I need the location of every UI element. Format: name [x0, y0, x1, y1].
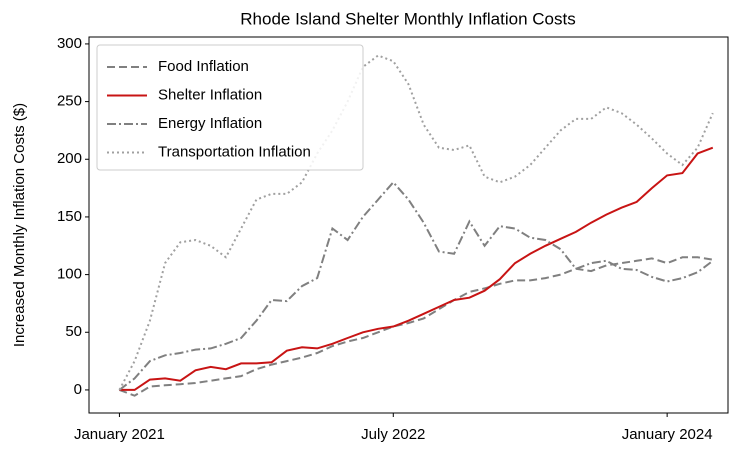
- legend-label: Food Inflation: [158, 58, 249, 75]
- line-series: [119, 146, 714, 391]
- y-tick-label: 100: [57, 266, 82, 283]
- y-axis-label: Increased Monthly Inflation Costs ($): [11, 103, 28, 347]
- plot-frame: [88, 36, 729, 414]
- legend-label: Transportation Inflation: [158, 143, 311, 160]
- y-tick-label: 150: [57, 208, 82, 225]
- chart-title: Rhode Island Shelter Monthly Inflation C…: [240, 9, 575, 28]
- legend-box: [96, 44, 364, 171]
- y-tick-label: 250: [57, 93, 82, 110]
- line-series: [119, 256, 713, 397]
- x-tick-label: July 2022: [361, 426, 425, 443]
- x-tick-label: January 2021: [74, 426, 165, 443]
- y-tick-label: 0: [74, 381, 82, 398]
- line-series: [118, 180, 714, 391]
- y-tick-label: 50: [65, 323, 82, 340]
- x-tick-label: January 2024: [622, 426, 713, 443]
- legend-label: Energy Inflation: [158, 115, 262, 132]
- y-tick-label: 300: [57, 35, 82, 52]
- legend-label: Shelter Inflation: [158, 86, 262, 103]
- y-tick-label: 200: [57, 150, 82, 167]
